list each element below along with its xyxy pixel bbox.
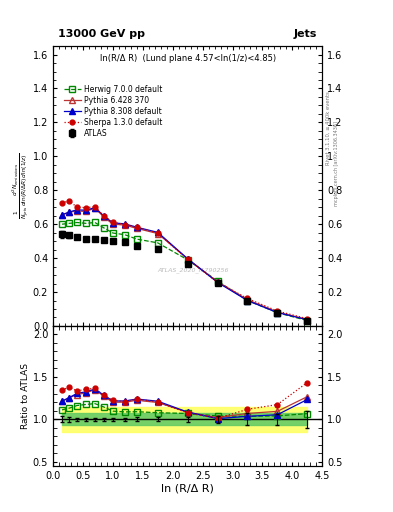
Sherpa 1.3.0 default	[134, 224, 139, 230]
Sherpa 1.3.0 default	[245, 295, 250, 302]
Herwig 7.0.0 default	[93, 220, 97, 226]
Pythia 6.428 370	[215, 279, 220, 285]
Pythia 8.308 default	[84, 207, 88, 214]
Herwig 7.0.0 default	[84, 220, 88, 226]
Sherpa 1.3.0 default	[123, 222, 127, 228]
Pythia 6.428 370	[75, 208, 79, 214]
Pythia 8.308 default	[123, 221, 127, 227]
Text: 13000 GeV pp: 13000 GeV pp	[59, 29, 145, 39]
Text: ATLAS_2020_I1790256: ATLAS_2020_I1790256	[157, 267, 229, 273]
Y-axis label: $\frac{1}{N_{jets}}\frac{d^2 N_{emissions}}{d\ln(R/\Delta R)\, d\ln(1/z)}$: $\frac{1}{N_{jets}}\frac{d^2 N_{emission…	[11, 153, 31, 219]
Pythia 8.308 default	[245, 297, 250, 304]
Sherpa 1.3.0 default	[110, 219, 115, 225]
Line: Pythia 6.428 370: Pythia 6.428 370	[59, 205, 310, 323]
Herwig 7.0.0 default	[101, 225, 106, 231]
Sherpa 1.3.0 default	[155, 230, 160, 236]
Sherpa 1.3.0 default	[185, 257, 190, 263]
Pythia 8.308 default	[101, 213, 106, 219]
Pythia 6.428 370	[60, 212, 64, 218]
Pythia 8.308 default	[185, 255, 190, 262]
X-axis label: ln (R/Δ R): ln (R/Δ R)	[161, 483, 214, 494]
Pythia 6.428 370	[134, 225, 139, 231]
Sherpa 1.3.0 default	[84, 204, 88, 210]
Pythia 6.428 370	[110, 221, 115, 227]
Pythia 6.428 370	[305, 316, 310, 323]
Line: Pythia 8.308 default: Pythia 8.308 default	[59, 205, 310, 323]
Sherpa 1.3.0 default	[60, 200, 64, 206]
Pythia 8.308 default	[60, 212, 64, 218]
Sherpa 1.3.0 default	[75, 204, 79, 210]
Herwig 7.0.0 default	[123, 231, 127, 238]
Pythia 6.428 370	[123, 222, 127, 228]
Pythia 6.428 370	[67, 209, 72, 216]
Pythia 6.428 370	[245, 296, 250, 303]
Pythia 8.308 default	[67, 209, 72, 215]
Text: Jets: Jets	[294, 29, 317, 39]
Pythia 6.428 370	[185, 256, 190, 262]
Pythia 6.428 370	[275, 309, 280, 315]
Herwig 7.0.0 default	[305, 317, 310, 324]
Pythia 6.428 370	[93, 205, 97, 211]
Sherpa 1.3.0 default	[101, 213, 106, 219]
Sherpa 1.3.0 default	[305, 315, 310, 322]
Pythia 8.308 default	[275, 309, 280, 315]
Pythia 8.308 default	[93, 204, 97, 210]
Line: Herwig 7.0.0 default: Herwig 7.0.0 default	[59, 220, 310, 323]
Legend: Herwig 7.0.0 default, Pythia 6.428 370, Pythia 8.308 default, Sherpa 1.3.0 defau: Herwig 7.0.0 default, Pythia 6.428 370, …	[62, 83, 163, 139]
Text: mcplots.cern.ch [arXiv:1306.3436]: mcplots.cern.ch [arXiv:1306.3436]	[334, 121, 338, 206]
Sherpa 1.3.0 default	[67, 198, 72, 204]
Herwig 7.0.0 default	[275, 310, 280, 316]
Herwig 7.0.0 default	[155, 240, 160, 246]
Sherpa 1.3.0 default	[215, 279, 220, 285]
Sherpa 1.3.0 default	[275, 308, 280, 314]
Herwig 7.0.0 default	[110, 230, 115, 236]
Herwig 7.0.0 default	[134, 236, 139, 242]
Herwig 7.0.0 default	[185, 257, 190, 263]
Pythia 6.428 370	[84, 208, 88, 215]
Herwig 7.0.0 default	[75, 220, 79, 226]
Pythia 8.308 default	[75, 207, 79, 213]
Herwig 7.0.0 default	[67, 220, 72, 226]
Line: Sherpa 1.3.0 default: Sherpa 1.3.0 default	[60, 198, 310, 321]
Pythia 6.428 370	[155, 230, 160, 237]
Herwig 7.0.0 default	[215, 278, 220, 284]
Y-axis label: Ratio to ATLAS: Ratio to ATLAS	[21, 363, 30, 429]
Sherpa 1.3.0 default	[93, 204, 97, 210]
Herwig 7.0.0 default	[245, 297, 250, 304]
Pythia 8.308 default	[215, 280, 220, 286]
Text: Rivet 3.1.10, ≥ 400k events: Rivet 3.1.10, ≥ 400k events	[326, 91, 331, 165]
Herwig 7.0.0 default	[60, 221, 64, 227]
Pythia 8.308 default	[155, 229, 160, 236]
Pythia 8.308 default	[110, 220, 115, 226]
Pythia 8.308 default	[134, 224, 139, 230]
Pythia 8.308 default	[305, 316, 310, 323]
Pythia 6.428 370	[101, 214, 106, 220]
Text: ln(R/Δ R)  (Lund plane 4.57<ln(1/z)<4.85): ln(R/Δ R) (Lund plane 4.57<ln(1/z)<4.85)	[99, 54, 276, 63]
